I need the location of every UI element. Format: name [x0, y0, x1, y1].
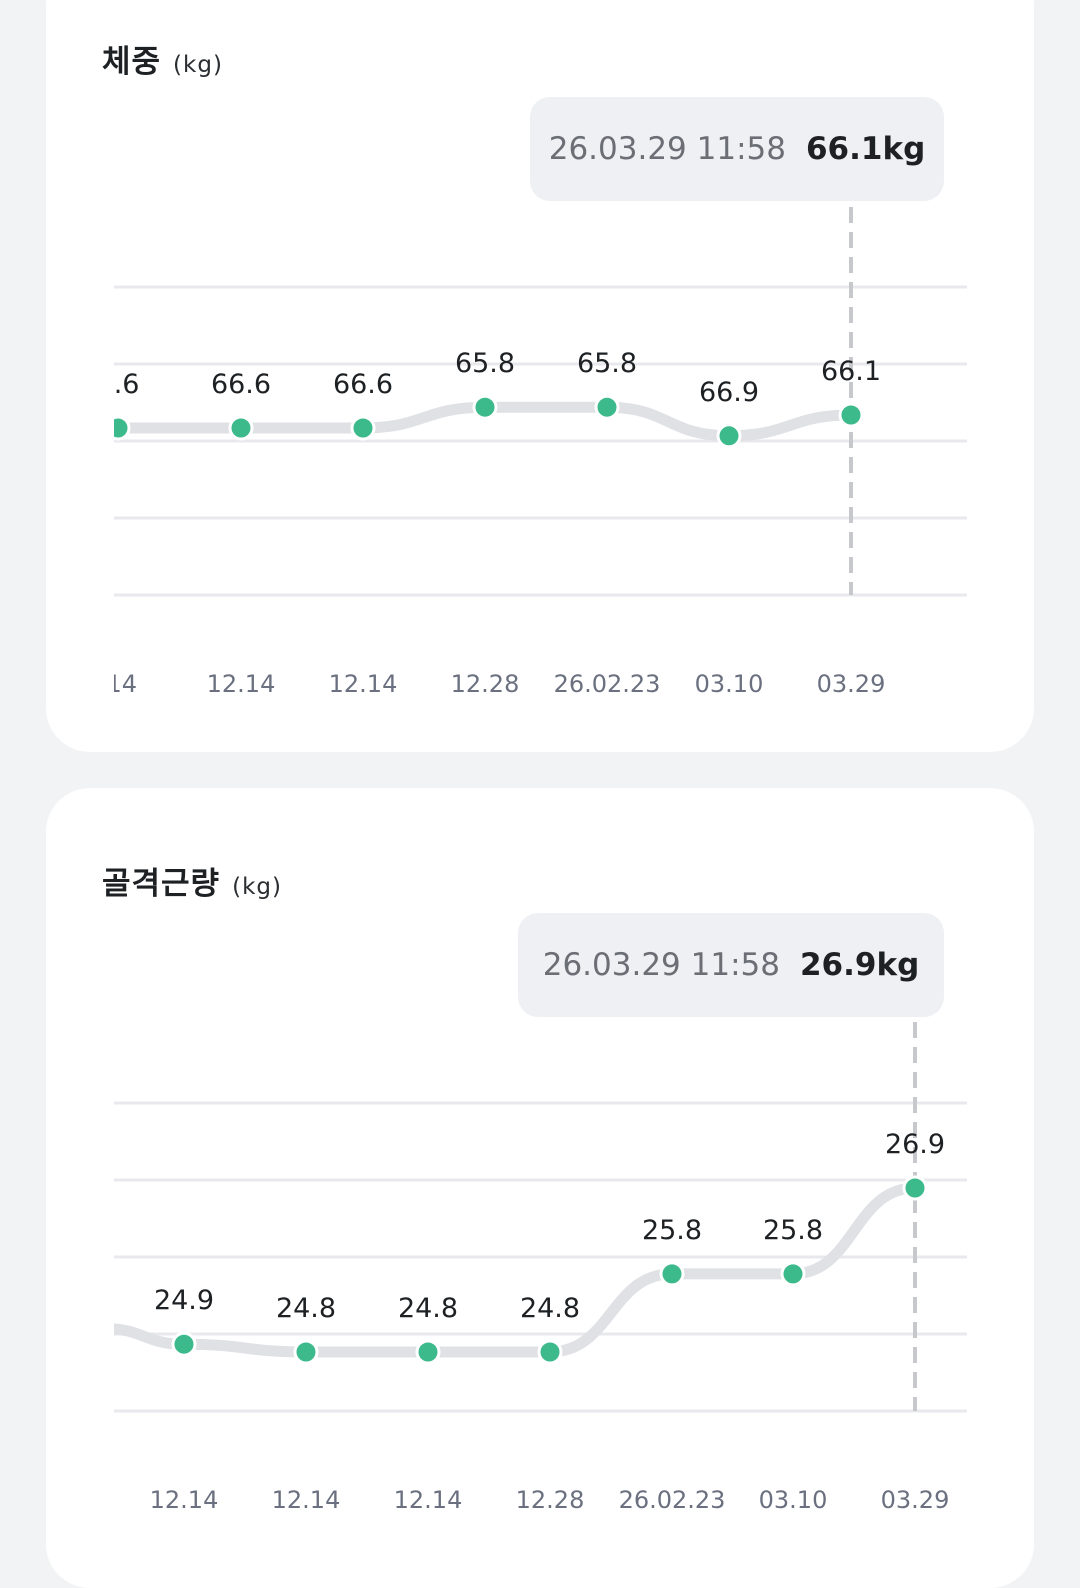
data-label: 26.9: [885, 1129, 945, 1160]
muscle-chart-card: 골격근량 (kg) 26.03.29 11:58 26.9kg 24.9 24.8 2…: [46, 788, 1034, 1588]
chart-title-text: 체중: [102, 44, 162, 80]
muscle-line-chart[interactable]: 24.9 24.8 24.8 24.8 25.8 25.8 26.9 12.14 12.14 12…: [46, 788, 1034, 1588]
data-label: 5.6: [97, 369, 140, 400]
data-label: 25.8: [763, 1215, 823, 1246]
chart-title: 골격근량 (kg): [102, 858, 282, 903]
chart-title-text: 골격근량: [102, 866, 221, 902]
selected-point-tooltip: 26.03.29 11:58 26.9kg: [518, 913, 944, 1017]
x-tick-label: 03.29: [817, 670, 886, 698]
x-tick-label: .14: [99, 670, 137, 698]
data-point: [838, 402, 864, 428]
data-point: [293, 1339, 319, 1365]
data-label: 66.1: [821, 356, 881, 387]
tooltip-datetime: 26.03.29 11:58: [542, 947, 780, 983]
x-tick-label: 26.02.23: [554, 670, 661, 698]
x-tick-label: 12.14: [207, 670, 276, 698]
data-label: 24.8: [276, 1293, 336, 1324]
data-point: [537, 1339, 563, 1365]
x-tick-label: 12.14: [394, 1486, 463, 1514]
data-label: 24.8: [520, 1293, 580, 1324]
data-point: [228, 415, 254, 441]
chart-title: 체중 (kg): [102, 36, 223, 81]
data-label: 66.6: [333, 369, 393, 400]
tooltip-value: 26.9kg: [799, 947, 920, 983]
data-point: [594, 394, 620, 420]
data-label: 66.9: [699, 377, 759, 408]
x-tick-label: 03.10: [759, 1486, 828, 1514]
data-point: [350, 415, 376, 441]
x-tick-label: 03.10: [695, 670, 764, 698]
data-label: 24.8: [398, 1293, 458, 1324]
data-point: [114, 415, 131, 441]
data-point: [659, 1261, 685, 1287]
data-point: [716, 423, 742, 449]
selected-point-tooltip: 26.03.29 11:58 66.1kg: [530, 97, 944, 201]
x-tick-label: 12.14: [329, 670, 398, 698]
plot-area: 5.6 66.6 66.6 65.8 65.8 66.9 66.1 .14 12.14 12.14…: [97, 207, 886, 698]
tooltip-value: 66.1kg: [805, 131, 926, 167]
data-point: [472, 394, 498, 420]
data-label: 65.8: [455, 348, 515, 379]
data-label: 66.6: [211, 369, 271, 400]
chart-unit: (kg): [173, 52, 223, 78]
x-tick-label: 03.29: [881, 1486, 950, 1514]
data-label: 24.9: [154, 1285, 214, 1316]
data-point: [415, 1339, 441, 1365]
x-tick-label: 12.28: [516, 1486, 585, 1514]
x-tick-label: 12.14: [272, 1486, 341, 1514]
data-point: [171, 1331, 197, 1357]
data-point: [780, 1261, 806, 1287]
plot-area: 24.9 24.8 24.8 24.8 25.8 25.8 26.9 12.14 12.14 12…: [114, 1022, 950, 1514]
weight-chart-card: 체중 (kg) 26.03.29 11:58 66.1kg 5.6 66.6 66.6…: [46, 0, 1034, 752]
x-tick-label: 12.28: [451, 670, 520, 698]
data-label: 25.8: [642, 1215, 702, 1246]
weight-line-chart[interactable]: 5.6 66.6 66.6 65.8 65.8 66.9 66.1 .14 12.14 12.14…: [46, 0, 1034, 752]
tooltip-datetime: 26.03.29 11:58: [548, 131, 786, 167]
x-tick-label: 12.14: [150, 1486, 219, 1514]
data-label: 65.8: [577, 348, 637, 379]
chart-unit: (kg): [232, 874, 282, 900]
x-tick-label: 26.02.23: [619, 1486, 726, 1514]
data-point: [902, 1175, 928, 1201]
